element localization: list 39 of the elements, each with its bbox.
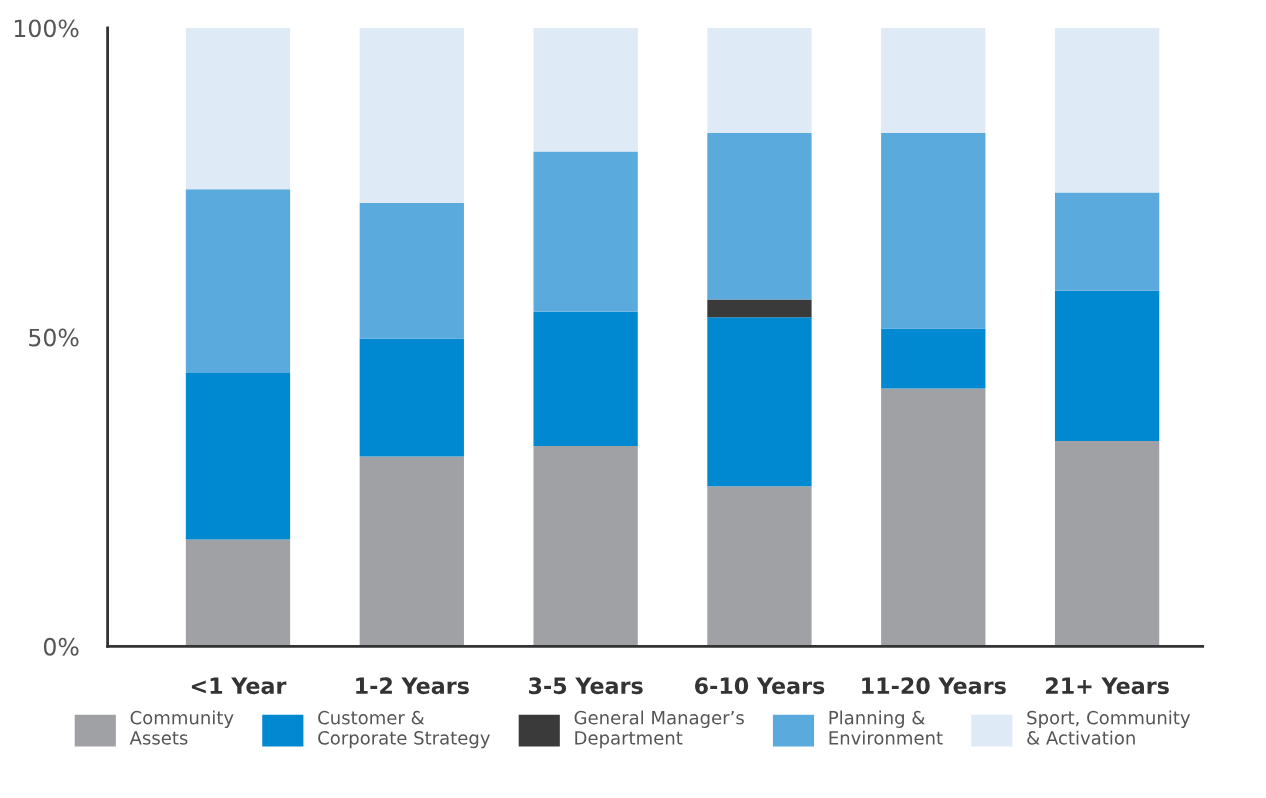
- bar: [359, 338, 464, 457]
- bar: [533, 151, 638, 312]
- y-tick-label: 100%: [14, 19, 79, 38]
- bar: [185, 373, 291, 540]
- bar: [881, 27, 986, 134]
- bar: [533, 446, 638, 647]
- x-tick-label: 3-5 Years: [529, 677, 643, 695]
- x-tick-label: 6-10 Years: [695, 677, 825, 695]
- legend-label: Community Assets: [129, 710, 234, 745]
- x-tick-label: 11-20 Years: [862, 677, 1006, 695]
- bar: [1054, 192, 1160, 291]
- bar: [881, 388, 986, 647]
- y-tick-label: 0%: [43, 637, 79, 656]
- x-tick-label: 21+ Years: [1046, 677, 1169, 695]
- legend-label: Sport, Community & Activation: [1027, 710, 1191, 745]
- bar: [1054, 441, 1160, 647]
- bar: [881, 133, 986, 329]
- bar: [881, 328, 986, 389]
- bar: [359, 202, 464, 339]
- bar: [359, 456, 464, 647]
- y-tick-label: 50%: [29, 328, 79, 347]
- bar: [1054, 290, 1160, 442]
- bar: [185, 539, 291, 647]
- x-tick-label: 1-2 Years: [356, 677, 469, 695]
- bar: [707, 486, 812, 647]
- bar: [707, 299, 812, 318]
- bar: [359, 27, 464, 203]
- bar: [707, 133, 812, 300]
- bar: [1054, 27, 1160, 193]
- bar: [533, 27, 638, 152]
- bar: [707, 27, 812, 134]
- bar: [185, 189, 291, 374]
- bar: [707, 317, 812, 487]
- legend-label: Customer & Corporate Strategy: [318, 710, 490, 749]
- legend-label: General Manager’s Department: [574, 710, 744, 749]
- legend-label: Planning & Environment: [829, 710, 943, 745]
- bar: [185, 27, 291, 190]
- bar: [533, 311, 638, 446]
- x-tick-label: <1 Year: [191, 677, 287, 695]
